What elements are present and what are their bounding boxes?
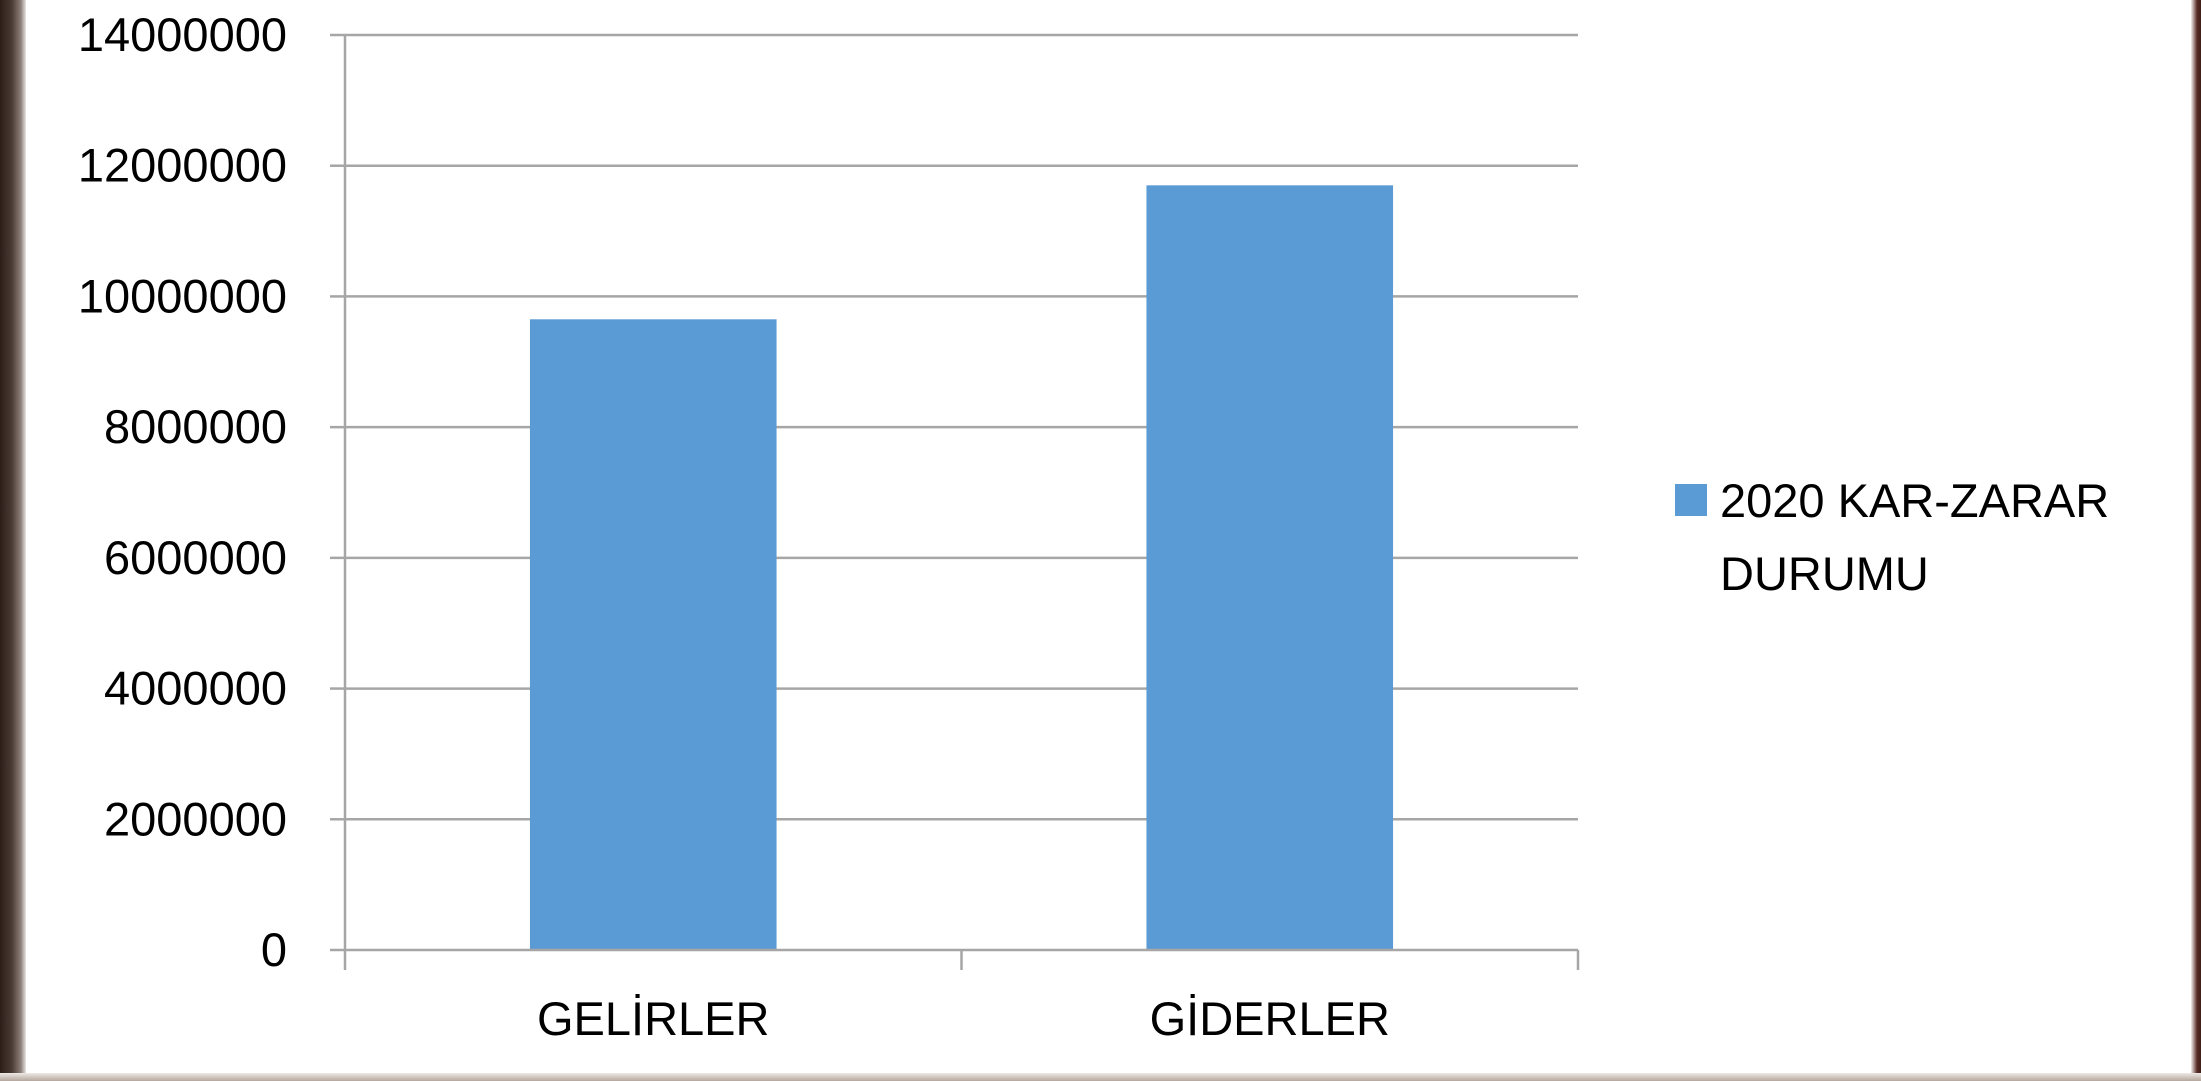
y-tick-label: 0 (261, 923, 287, 976)
y-tick-label: 8000000 (104, 400, 287, 453)
legend-label-line-2: DURUMU (1720, 547, 1929, 600)
bar (530, 319, 777, 950)
y-tick-label: 14000000 (78, 8, 287, 61)
bar (1146, 185, 1393, 950)
bars (530, 185, 1393, 950)
y-tick-label: 2000000 (104, 792, 287, 845)
y-tick-label: 10000000 (78, 269, 287, 322)
legend-label-line-1: 2020 KAR-ZARAR (1720, 474, 2109, 527)
x-tick-label: GİDERLER (1150, 992, 1390, 1045)
y-tick-labels: 0 2000000 4000000 6000000 8000000 10000000 120… (78, 8, 287, 976)
y-tick-label: 4000000 (104, 662, 287, 715)
legend: 2020 KAR-ZARAR DURUMU (1675, 474, 2109, 600)
x-tick-labels: GELİRLER GİDERLER (537, 992, 1390, 1045)
x-tick-label: GELİRLER (537, 992, 769, 1045)
legend-swatch (1675, 484, 1707, 516)
y-tick-label: 6000000 (104, 531, 287, 584)
y-tick-label: 12000000 (78, 139, 287, 192)
